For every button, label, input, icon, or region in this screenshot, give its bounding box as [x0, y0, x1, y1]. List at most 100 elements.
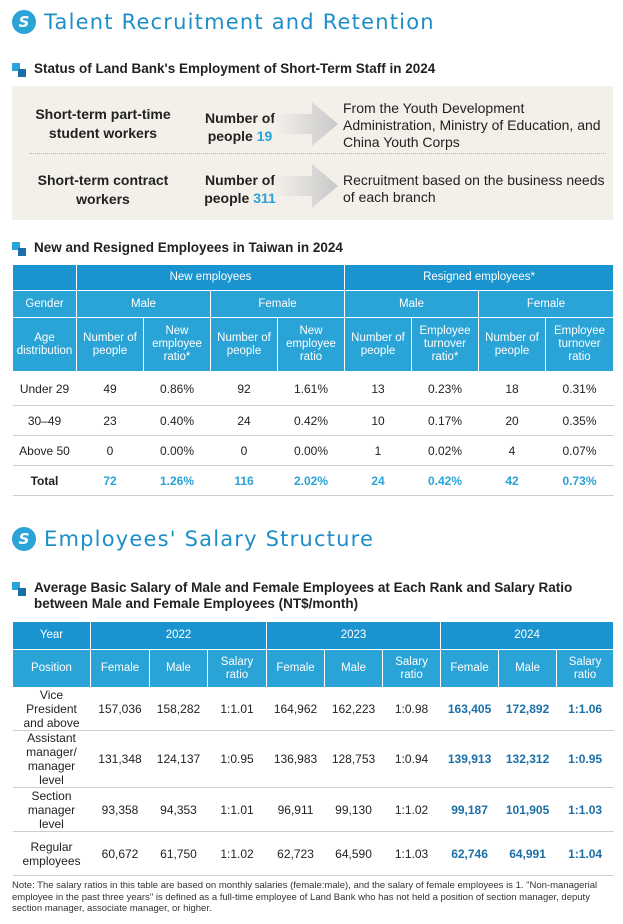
subsection-heading-employees: New and Resigned Employees in Taiwan in … [12, 240, 343, 256]
table-cell: 1:1.01 [207, 687, 267, 731]
table-cell: 64,590 [324, 831, 383, 876]
section-title: Employees' Salary Structure [44, 527, 375, 551]
header-female: Female [266, 649, 326, 688]
status-row-contract: Short-term contract workers Number of pe… [12, 158, 613, 220]
table-cell: 2.02% [277, 465, 345, 496]
table-cell: 92 [210, 371, 278, 406]
table-cell: 24 [210, 405, 278, 436]
table-row: Section manager level 93,358 94,353 1:1.… [12, 787, 614, 832]
table-cell: 1:1.06 [556, 687, 614, 731]
header-2022: 2022 [89, 621, 268, 650]
header-num-people: Number of people [210, 317, 278, 372]
table-cell: 99,130 [324, 787, 383, 832]
status-row-student: Short-term part-time student workers Num… [12, 90, 613, 152]
header-female: Female [90, 649, 150, 688]
section-heading-talent: S Talent Recruitment and Retention [12, 10, 435, 34]
table-cell: 101,905 [498, 787, 557, 832]
table-cell: 49 [76, 371, 144, 406]
table-cell: 172,892 [498, 687, 557, 731]
table-cell: 99,187 [440, 787, 499, 832]
table-cell: 1:1.03 [382, 831, 441, 876]
subsection-title: New and Resigned Employees in Taiwan in … [34, 240, 343, 255]
table-cell: 1:0.95 [556, 730, 614, 788]
row-label: Under 29 [12, 371, 77, 406]
table-cell: 1 [344, 435, 412, 466]
header-ratio: Salary ratio [382, 649, 442, 688]
header-male: Male [498, 649, 558, 688]
header-ratio: Salary ratio [206, 649, 268, 688]
table-cell: 131,348 [90, 730, 150, 788]
table-row: Regular employees 60,672 61,750 1:1.02 6… [12, 831, 614, 876]
header-female: Female [209, 290, 346, 318]
status-description: Recruitment based on the business needs … [343, 172, 605, 205]
square-bullet-icon [12, 242, 26, 256]
table-cell: 0.00% [143, 435, 211, 466]
table-cell: 0.86% [143, 371, 211, 406]
table-cell: 139,913 [440, 730, 499, 788]
header-num-people: Number of people [478, 317, 547, 372]
table-cell: 1:1.04 [556, 831, 614, 876]
table-cell: 1:1.01 [207, 787, 267, 832]
table-row: Under 29 49 0.86% 92 1.61% 13 0.23% 18 0… [12, 371, 614, 406]
table-cell: 162,223 [324, 687, 383, 731]
subsection-title: Average Basic Salary of Male and Female … [34, 580, 573, 611]
table-cell: 62,723 [266, 831, 325, 876]
header-turnover-ratio: Employee turnover ratio [545, 317, 615, 372]
table-cell: 132,312 [498, 730, 557, 788]
header-age: Age distribution [12, 317, 77, 372]
header-male: Male [149, 649, 208, 688]
header-year: Year [12, 621, 91, 650]
subsection-heading-salary: Average Basic Salary of Male and Female … [12, 580, 612, 612]
table-cell: 163,405 [440, 687, 499, 731]
table-cell: 0.35% [545, 405, 614, 436]
section-title: Talent Recruitment and Retention [44, 10, 435, 34]
table-cell: 1:1.02 [207, 831, 267, 876]
table-row-total: Total 72 1.26% 116 2.02% 24 0.42% 42 0.7… [12, 465, 614, 496]
header-new-ratio: New employee ratio* [143, 317, 211, 372]
header-position: Position [12, 649, 91, 688]
table-cell: 0.00% [277, 435, 345, 466]
header-cell [12, 264, 77, 291]
table-cell: 0.42% [411, 465, 479, 496]
status-label: Short-term contract workers [37, 172, 169, 207]
employees-table: New employees Resigned employees* Gender… [12, 264, 615, 496]
table-cell: 1:0.95 [207, 730, 267, 788]
table-cell: 0.23% [411, 371, 479, 406]
header-male: Male [324, 649, 384, 688]
table-cell: 4 [478, 435, 546, 466]
subsection-heading-status: Status of Land Bank's Employment of Shor… [12, 61, 435, 77]
header-2023: 2023 [266, 621, 442, 650]
table-cell: 0.42% [277, 405, 345, 436]
header-turnover-ratio: Employee turnover ratio* [411, 317, 480, 372]
land-bank-logo-icon: S [12, 10, 36, 34]
table-cell: 1:0.94 [382, 730, 441, 788]
row-label: Total [12, 465, 77, 496]
table-cell: 0.07% [545, 435, 614, 466]
row-label: Assistant manager/ manager level [12, 730, 91, 788]
table-cell: 10 [344, 405, 412, 436]
table-cell: 1:1.02 [382, 787, 441, 832]
divider [30, 153, 606, 154]
table-cell: 158,282 [149, 687, 208, 731]
square-bullet-icon [12, 63, 26, 77]
table-row: Above 50 0 0.00% 0 0.00% 1 0.02% 4 0.07% [12, 435, 614, 466]
right-arrow-icon [274, 164, 338, 208]
table-cell: 164,962 [266, 687, 325, 731]
table-cell: 96,911 [266, 787, 325, 832]
row-label: 30–49 [12, 405, 77, 436]
table-row: Vice President and above 157,036 158,282… [12, 687, 614, 731]
subsection-title: Status of Land Bank's Employment of Shor… [34, 61, 436, 76]
table-cell: 124,137 [149, 730, 208, 788]
table-cell: 1.61% [277, 371, 345, 406]
salary-table: Year 2022 2023 2024 Position Female Male… [12, 621, 615, 876]
short-term-staff-box: Short-term part-time student workers Num… [12, 86, 613, 220]
table-cell: 0 [76, 435, 144, 466]
table-cell: 0 [210, 435, 278, 466]
header-female: Female [478, 290, 615, 318]
table-cell: 128,753 [324, 730, 383, 788]
row-label: Regular employees [12, 831, 91, 876]
table-row: 30–49 23 0.40% 24 0.42% 10 0.17% 20 0.35… [12, 405, 614, 436]
table-cell: 1:1.03 [556, 787, 614, 832]
header-male: Male [344, 290, 480, 318]
status-count: Number of people 19 [205, 110, 275, 144]
